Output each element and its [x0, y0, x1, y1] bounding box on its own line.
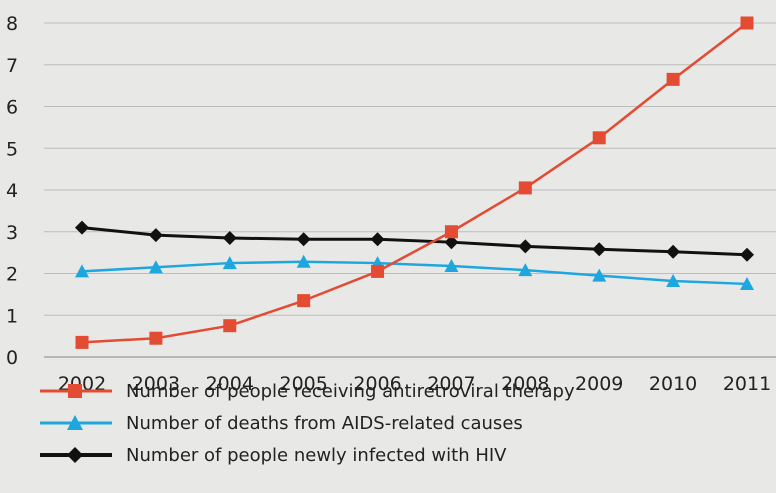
series-square	[75, 16, 754, 349]
data-point-square	[592, 131, 606, 145]
y-tick-label: 4	[6, 180, 18, 202]
y-axis-tick-labels: 0 1 2 3 4 5 6 7 8	[6, 13, 18, 369]
data-point-diamond	[296, 232, 311, 247]
y-tick-label: 5	[6, 138, 18, 160]
y-tick-label: 0	[6, 347, 18, 369]
series-triangle	[75, 254, 754, 290]
x-tick-label: 2009	[575, 373, 623, 395]
data-point-triangle	[75, 264, 89, 278]
data-point-triangle	[222, 256, 237, 270]
data-point-square	[297, 294, 311, 308]
data-point-diamond	[370, 232, 385, 247]
series-line	[81, 226, 748, 257]
legend-item-antiretroviral: Number of people receiving antiretrovira…	[40, 375, 575, 407]
x-tick-label: 2007	[427, 373, 475, 395]
data-point-triangle	[740, 276, 754, 290]
data-point-diamond	[222, 231, 237, 246]
data-point-square	[518, 181, 532, 195]
data-point-diamond	[518, 239, 533, 254]
x-tick-label: 2011	[723, 373, 771, 395]
data-point-triangle	[666, 274, 681, 288]
data-point-diamond	[75, 220, 89, 235]
x-tick-label: 2003	[132, 373, 180, 395]
data-point-diamond	[592, 242, 607, 257]
data-point-square	[75, 335, 89, 349]
data-point-triangle	[592, 268, 607, 282]
legend-item-infected: Number of people newly infected with HIV	[40, 439, 575, 471]
y-tick-label: 8	[6, 13, 18, 35]
x-tick-label: 2005	[279, 373, 327, 395]
gridlines	[44, 22, 776, 358]
x-tick-label: 2004	[206, 373, 254, 395]
legend-label: Number of people newly infected with HIV	[126, 444, 507, 466]
x-tick-label: 2010	[649, 373, 697, 395]
series-lines	[75, 16, 754, 349]
legend-swatch-square	[40, 384, 112, 398]
y-tick-label: 7	[6, 55, 18, 77]
x-tick-label: 2008	[501, 373, 549, 395]
legend-label: Number of people receiving antiretrovira…	[126, 380, 575, 402]
series-diamond	[75, 220, 754, 262]
data-point-diamond	[444, 235, 459, 250]
data-point-square	[149, 331, 163, 345]
y-tick-label: 1	[6, 305, 18, 327]
data-point-square	[666, 72, 680, 86]
data-point-diamond	[148, 228, 163, 243]
data-point-triangle	[518, 263, 533, 277]
legend-swatch-triangle	[40, 415, 112, 430]
data-point-triangle	[296, 254, 311, 268]
legend-label: Number of deaths from AIDS-related cause…	[126, 412, 523, 434]
y-tick-label: 2	[6, 264, 18, 286]
y-tick-label: 3	[6, 222, 18, 244]
y-tick-label: 6	[6, 97, 18, 119]
legend: Number of people receiving antiretrovira…	[40, 375, 575, 471]
data-point-triangle	[148, 260, 163, 274]
x-tick-label: 2006	[353, 373, 401, 395]
data-point-diamond	[666, 244, 681, 259]
data-point-diamond	[740, 247, 754, 262]
series-line	[81, 22, 748, 344]
series-line	[81, 260, 748, 286]
data-point-square	[223, 319, 237, 333]
legend-swatch-diamond	[40, 447, 112, 463]
data-point-square	[371, 264, 385, 278]
legend-item-deaths: Number of deaths from AIDS-related cause…	[40, 407, 575, 439]
data-point-square	[444, 225, 458, 239]
data-point-triangle	[444, 258, 459, 272]
data-point-square	[740, 16, 754, 30]
